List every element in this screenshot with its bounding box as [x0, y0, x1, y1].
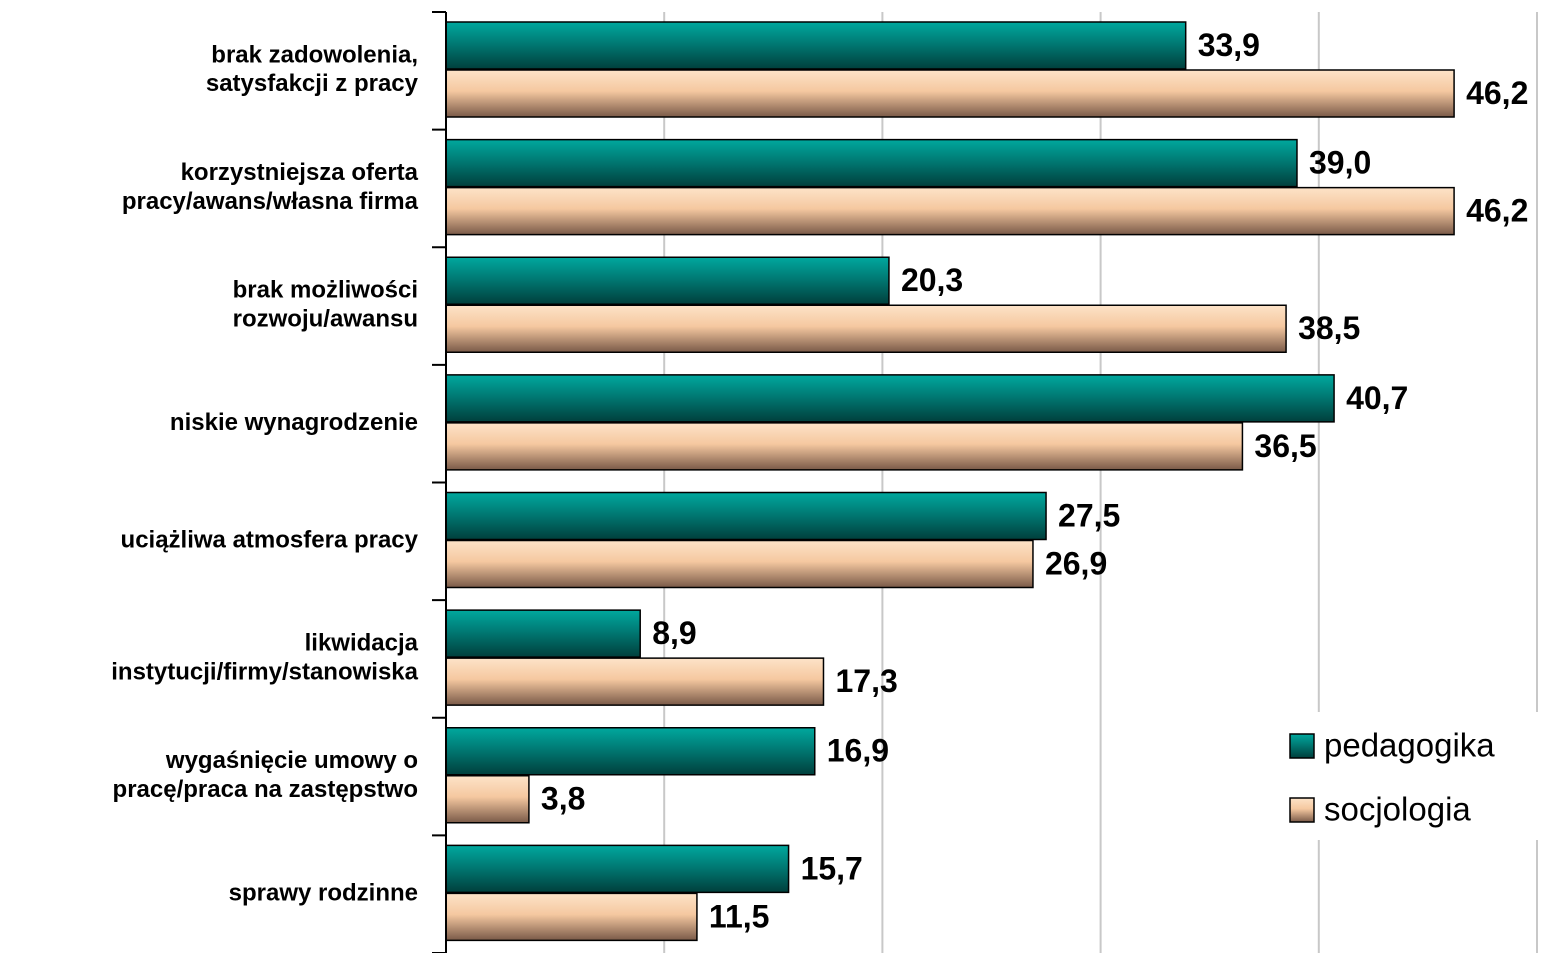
category-label: korzystniejsza oferta pracy/awans/własna …	[122, 159, 419, 215]
bar	[445, 186, 1455, 236]
data-label: 27,5	[1058, 497, 1120, 533]
data-label: 11,5	[709, 898, 770, 934]
data-label: 15,7	[801, 850, 863, 886]
bar	[445, 892, 698, 942]
bar	[445, 539, 1034, 589]
data-label: 38,5	[1298, 310, 1360, 346]
data-label: 46,2	[1466, 75, 1528, 111]
bar	[445, 775, 530, 824]
data-label: 46,2	[1466, 193, 1528, 229]
category-label: brak możliwości rozwoju/awansu	[233, 277, 418, 333]
category-label: brak zadowolenia, satysfakcji z pracy	[206, 42, 419, 98]
bar	[445, 21, 1187, 70]
legend-label: socjologia	[1324, 791, 1471, 828]
bar	[445, 422, 1244, 471]
legend-swatch	[1289, 797, 1315, 823]
data-label: 33,9	[1198, 27, 1260, 63]
category-label: niskie wynagrodzenie	[170, 409, 418, 436]
bar	[445, 844, 790, 894]
bar	[445, 609, 641, 658]
bar	[445, 727, 816, 776]
data-label: 17,3	[835, 663, 897, 699]
data-label: 8,9	[652, 615, 696, 651]
category-label: uciążliwa atmosfera pracy	[121, 527, 419, 554]
data-label: 20,3	[901, 262, 963, 298]
legend-swatch	[1289, 733, 1315, 759]
bar	[445, 374, 1335, 423]
legend-label: pedagogika	[1324, 727, 1495, 764]
bar	[445, 657, 825, 706]
category-label: likwidacja instytucji/firmy/stanowiska	[111, 630, 418, 686]
data-label: 39,0	[1309, 145, 1371, 181]
bar	[445, 69, 1455, 118]
bar	[445, 304, 1287, 353]
data-label: 36,5	[1254, 428, 1316, 464]
data-label: 40,7	[1346, 380, 1408, 416]
bar	[445, 256, 890, 305]
category-label: wygaśnięcie umowy o pracę/praca na zastęp…	[113, 748, 418, 804]
bar	[445, 491, 1047, 541]
data-label: 3,8	[541, 781, 585, 817]
bar	[445, 138, 1298, 188]
data-label: 16,9	[827, 733, 889, 769]
legend-box	[1278, 712, 1548, 840]
category-label: sprawy rodzinne	[229, 880, 418, 907]
data-label: 26,9	[1045, 545, 1107, 581]
